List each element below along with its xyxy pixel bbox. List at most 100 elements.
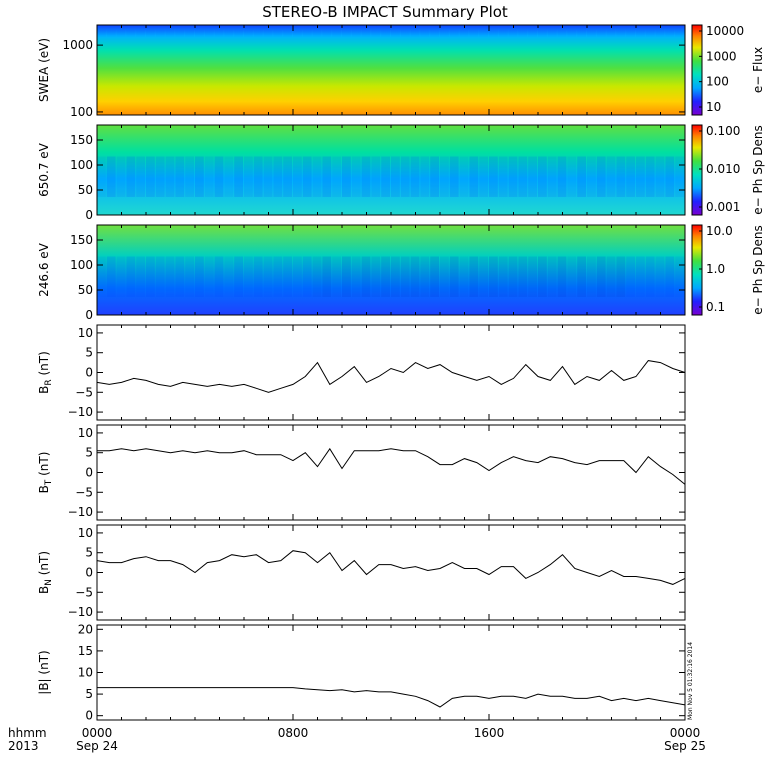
data-line [96,360,686,393]
spectrogram-texture [165,156,175,197]
y-tick-label: 10 [78,426,93,440]
y-tick-label: 100 [70,258,93,272]
spectrogram-texture [449,29,459,37]
timestamp: Mon Nov 5 01:32:16 2014 [687,642,694,720]
spectrogram-texture [106,256,116,297]
y-tick-label: 1000 [62,38,93,52]
spectrogram-texture [420,156,430,197]
spectrogram-texture [312,256,322,297]
colorbar [691,24,703,116]
spectrogram-texture [332,156,342,197]
panel-frame [96,324,686,421]
spectrogram-texture [489,156,498,197]
spectrogram-texture [518,256,528,297]
spectrogram-texture [616,256,626,297]
spectrogram-image [97,225,685,315]
spectrogram-texture [655,29,665,37]
spectrogram-texture [391,156,400,197]
spectrogram-texture [273,256,283,297]
spectrogram-texture [214,29,224,37]
spectrogram-texture [224,29,234,37]
spectrogram-texture [97,156,106,197]
data-line [97,687,686,708]
data-line [97,447,686,485]
spectrogram-texture [596,156,606,197]
spectrogram-texture [293,256,302,297]
spectrogram-texture [616,156,626,197]
y-tick-label: 15 [78,644,93,658]
y-tick-label: −10 [68,605,93,619]
spectrogram-texture [263,29,273,37]
spectrogram-texture [645,256,655,297]
spectrogram-texture [459,156,469,197]
spectrogram-texture [400,156,410,197]
x-tick-label: 0000 [670,726,701,740]
y-tick-label: 100 [70,158,93,172]
spectrogram-texture [146,29,155,37]
spectrogram-texture [567,29,577,37]
spectrogram-texture [342,156,351,197]
spectrogram-panel: 1000 100 SWEA (eV) 10000 1000 100 10 e− Flux [37,24,765,119]
colorbar-tick-label: 0.1 [706,300,725,314]
spectrogram-texture [587,29,596,37]
colorbar-tick-label: 10000 [706,24,744,38]
colorbar-tick-label: 0.100 [706,124,740,138]
spectrogram-texture [224,256,234,297]
plot-title: STEREO-B IMPACT Summary Plot [262,3,508,21]
colorbar-tick-label: 10.0 [706,224,733,238]
spectrogram-texture [449,156,459,197]
spectrogram-texture [449,256,459,297]
y-tick-label: −5 [75,385,93,399]
spectrogram-texture [538,156,547,197]
spectrogram-texture [547,156,557,197]
spectrogram-texture [312,29,322,37]
spectrogram-texture [675,156,685,197]
spectrogram-texture [116,29,126,37]
spectrogram-texture [302,29,312,37]
spectrogram-texture [655,256,665,297]
x-tick-label: Sep 24 [76,739,118,753]
colorbar-tick-label: 10 [706,100,721,114]
panel-frame [96,624,686,721]
y-tick-label: 20 [78,622,93,636]
y-axis-label: BT (nT) [37,452,54,494]
spectrogram-texture [371,256,381,297]
y-tick-label: 0 [85,366,93,380]
y-axis-label: |B| (nT) [37,650,51,694]
line-panel: 10 5 0 −5 −10 BT (nT) [37,424,686,521]
spectrogram-texture [489,256,498,297]
spectrogram-texture [136,29,146,37]
spectrogram-texture [557,256,567,297]
spectrogram-texture [498,156,508,197]
colorbar-label: e− Flux [751,47,765,93]
spectrogram-texture [146,256,155,297]
y-tick-label: 150 [70,233,93,247]
spectrogram-texture [400,256,410,297]
spectrogram-texture [577,29,587,37]
spectrogram-texture [489,29,498,37]
spectrogram-texture [665,29,675,37]
spectrogram-texture [361,29,371,37]
spectrogram-texture [596,256,606,297]
spectrogram-texture [420,256,430,297]
spectrogram-texture [636,156,645,197]
colorbar-label: e− Ph Sp Dens [751,125,765,214]
spectrogram-texture [557,156,567,197]
spectrogram-texture [440,29,449,37]
spectrogram-texture [675,256,685,297]
spectrogram-texture [557,29,567,37]
spectrogram-texture [430,256,440,297]
line-panels: 10 5 0 −5 −10 BR (nT) 10 5 0 −5 −10 BT (nT) 10 5 0 −5 −1… [37,324,686,723]
spectrogram-texture [136,156,146,197]
line-panel: 10 5 0 −5 −10 BN (nT) [37,524,686,621]
y-tick-label: 5 [85,687,93,701]
spectrogram-texture [636,256,645,297]
colorbar-label: e− Ph Sp Dens [751,225,765,314]
spectrogram-texture [126,256,136,297]
spectrogram-texture [185,256,195,297]
y-tick-label: 0 [85,466,93,480]
y-axis-label: BR (nT) [37,351,54,394]
spectrogram-texture [302,256,312,297]
